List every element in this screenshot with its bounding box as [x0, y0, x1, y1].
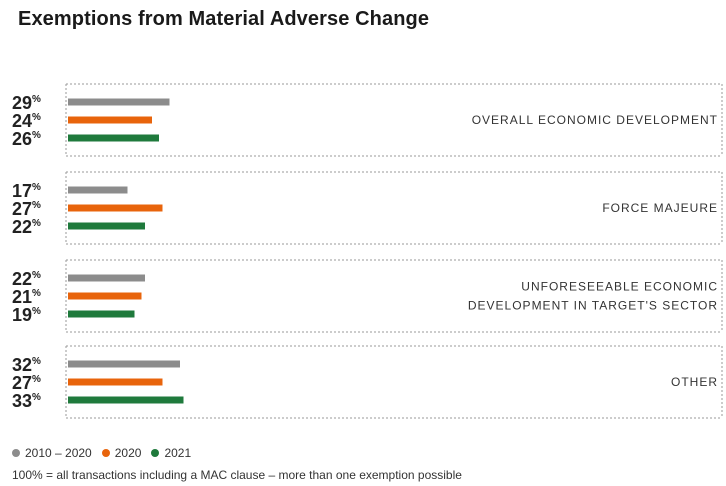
footnote: 100% = all transactions including a MAC … — [12, 468, 462, 482]
bar-0-0 — [68, 98, 170, 106]
bar-3-2 — [68, 396, 184, 404]
category-label-2-1: DEVELOPMENT IN TARGET'S SECTOR — [468, 299, 718, 313]
data-label-2-0: 22% — [12, 269, 41, 289]
category-label-2-0: UNFORESEEABLE ECONOMIC — [521, 280, 718, 294]
data-label-1-1: 27% — [12, 199, 41, 219]
data-label-3-0: 32% — [12, 355, 41, 375]
bar-1-2 — [68, 222, 145, 230]
legend-dot-series-0 — [12, 449, 20, 457]
legend-dot-series-2 — [151, 449, 160, 457]
data-label-2-1: 21% — [12, 287, 41, 307]
legend-item-series-0: 2010 – 2020 — [12, 446, 92, 460]
data-label-2-2: 19% — [12, 305, 41, 325]
category-label-3-0: OTHER — [671, 375, 718, 389]
data-label-0-1: 24% — [12, 111, 41, 131]
data-label-0-2: 26% — [12, 129, 41, 149]
bar-2-2 — [68, 310, 135, 318]
bar-chart: 29%24%26% OVERALL ECONOMIC DEVELOPMENT 17%… — [12, 83, 723, 419]
legend-label-series-0: 2010 – 2020 — [25, 446, 92, 460]
bar-2-1 — [68, 292, 142, 300]
legend-item-series-2: 2021 — [151, 446, 191, 460]
bar-1-0 — [68, 186, 128, 194]
data-label-3-1: 27% — [12, 373, 41, 393]
data-label-3-2: 33% — [12, 391, 41, 411]
chart-title: Exemptions from Material Adverse Change — [18, 8, 430, 30]
legend-label-series-1: 2020 — [114, 446, 142, 460]
legend-item-series-1: 2020 — [101, 446, 142, 460]
bar-2-0 — [68, 274, 145, 282]
bar-3-1 — [68, 378, 163, 386]
bar-0-2 — [68, 134, 159, 142]
category-label-0-0: OVERALL ECONOMIC DEVELOPMENT — [472, 113, 718, 127]
legend-dot-series-1 — [101, 449, 110, 457]
data-label-1-2: 22% — [12, 217, 41, 237]
bar-0-1 — [68, 116, 152, 124]
bar-3-0 — [68, 360, 180, 368]
category-label-1-0: FORCE MAJEURE — [602, 201, 718, 215]
data-label-0-0: 29% — [12, 93, 41, 113]
legend-label-series-2: 2021 — [164, 446, 192, 460]
bar-1-1 — [68, 204, 163, 212]
legend: 2010 – 2020 2020 2021 — [12, 446, 191, 460]
data-label-1-0: 17% — [12, 181, 41, 201]
